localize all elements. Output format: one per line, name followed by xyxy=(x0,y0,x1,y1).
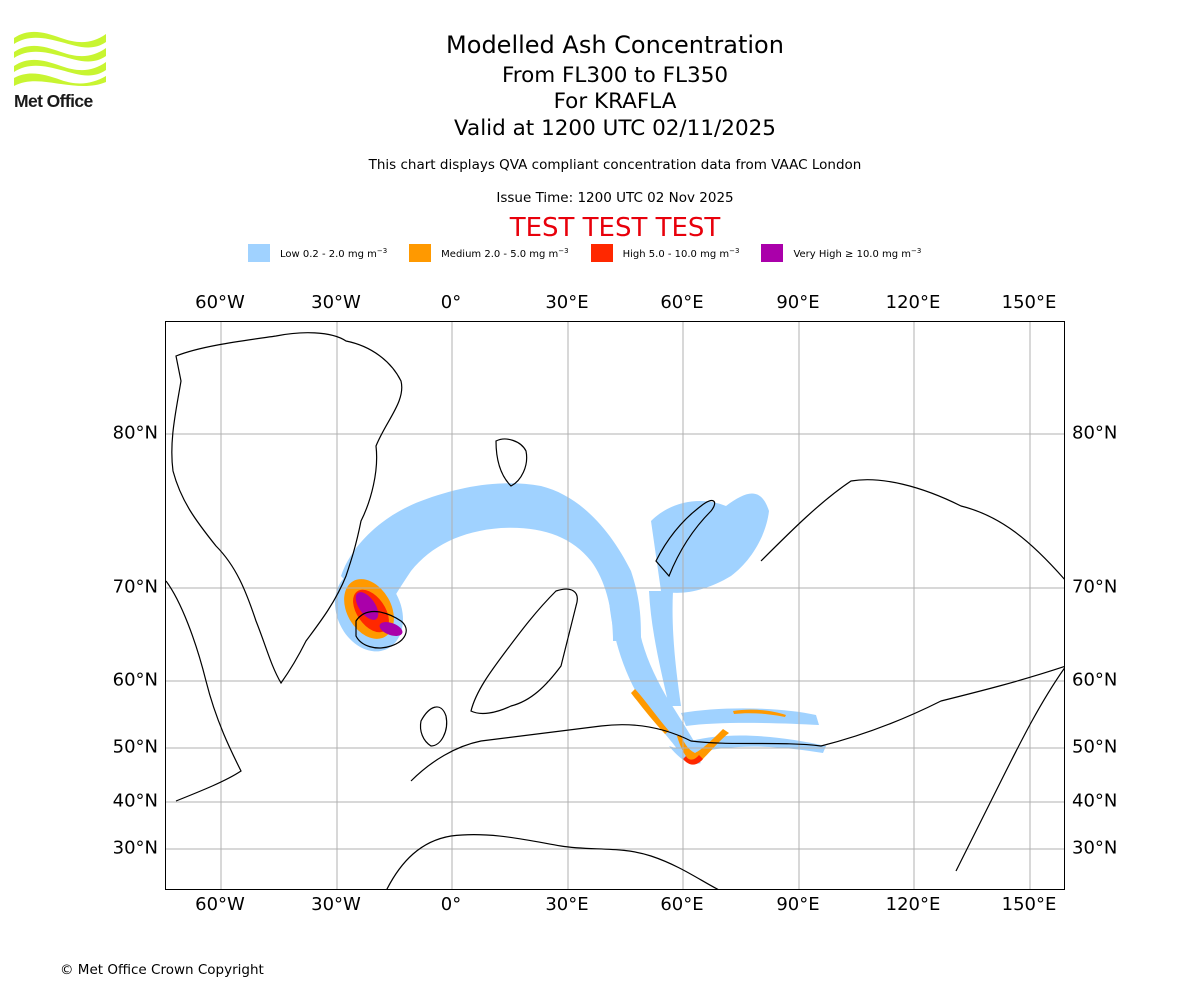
ash-plume-very-high xyxy=(355,592,403,636)
issue-time: Issue Time: 1200 UTC 02 Nov 2025 xyxy=(496,190,734,206)
swatch-low-icon xyxy=(248,244,270,262)
lat-tick-left: 70°N xyxy=(112,576,158,598)
lat-tick-right: 50°N xyxy=(1072,736,1118,758)
legend-label: Very High ≥ 10.0 mg m−3 xyxy=(793,246,922,260)
copyright-notice: © Met Office Crown Copyright xyxy=(60,962,264,978)
legend-item-high: High 5.0 - 10.0 mg m−3 xyxy=(590,244,740,262)
compliance-note: This chart displays QVA compliant concen… xyxy=(368,157,862,173)
lon-tick-bottom: 120°E xyxy=(885,894,941,915)
lat-tick-right: 70°N xyxy=(1072,576,1118,598)
lat-tick-right: 60°N xyxy=(1072,669,1118,691)
lon-tick-bottom: 90°E xyxy=(776,894,820,915)
lat-tick-left: 30°N xyxy=(112,837,158,859)
valid-time: Valid at 1200 UTC 02/11/2025 xyxy=(453,116,776,141)
lon-tick-top: 30°W xyxy=(311,292,361,313)
lat-tick-left: 60°N xyxy=(112,669,158,691)
lon-tick-top: 0° xyxy=(440,292,462,313)
lon-tick-bottom: 60°E xyxy=(660,894,704,915)
legend-label: Medium 2.0 - 5.0 mg m−3 xyxy=(441,246,569,260)
gridlines xyxy=(166,322,1064,889)
lat-tick-right: 40°N xyxy=(1072,790,1118,812)
lon-tick-bottom: 0° xyxy=(440,894,462,915)
legend-label: High 5.0 - 10.0 mg m−3 xyxy=(622,246,740,260)
chart-title: Modelled Ash Concentration xyxy=(446,31,784,59)
volcano-name: For KRAFLA xyxy=(553,89,677,114)
legend-item-low: Low 0.2 - 2.0 mg m−3 xyxy=(248,244,387,262)
lon-tick-top: 30°E xyxy=(545,292,589,313)
lon-tick-bottom: 30°W xyxy=(311,894,361,915)
coastlines xyxy=(166,332,1064,889)
met-office-logo: Met Office xyxy=(14,30,108,112)
swatch-very-high-icon xyxy=(761,244,784,262)
met-office-waves-icon xyxy=(14,31,106,86)
lat-tick-left: 40°N xyxy=(112,790,158,812)
lat-tick-left: 80°N xyxy=(112,422,158,444)
swatch-medium-icon xyxy=(409,244,432,262)
ash-plume-medium xyxy=(344,579,786,763)
legend-item-medium: Medium 2.0 - 5.0 mg m−3 xyxy=(409,244,569,262)
lon-tick-bottom: 30°E xyxy=(545,894,589,915)
lat-tick-right: 80°N xyxy=(1072,422,1118,444)
lon-tick-top: 60°W xyxy=(195,292,245,313)
test-banner: TEST TEST TEST xyxy=(509,213,721,243)
legend-item-very-high: Very High ≥ 10.0 mg m−3 xyxy=(761,244,921,262)
lon-tick-top: 150°E xyxy=(1001,292,1057,313)
lat-tick-right: 30°N xyxy=(1072,837,1118,859)
ash-plume-low xyxy=(334,483,826,764)
concentration-legend: Low 0.2 - 2.0 mg m−3 Medium 2.0 - 5.0 mg… xyxy=(248,243,943,263)
map-canvas xyxy=(166,322,1064,889)
logo-text: Met Office xyxy=(14,91,93,111)
lon-tick-bottom: 60°W xyxy=(195,894,245,915)
legend-label: Low 0.2 - 2.0 mg m−3 xyxy=(280,246,388,260)
swatch-high-icon xyxy=(590,244,613,262)
lon-tick-top: 60°E xyxy=(660,292,704,313)
lon-tick-top: 120°E xyxy=(885,292,941,313)
ash-concentration-map[interactable] xyxy=(165,321,1065,890)
flight-level-range: From FL300 to FL350 xyxy=(501,63,729,88)
lat-tick-left: 50°N xyxy=(112,736,158,758)
lon-tick-top: 90°E xyxy=(776,292,820,313)
lon-tick-bottom: 150°E xyxy=(1001,894,1057,915)
